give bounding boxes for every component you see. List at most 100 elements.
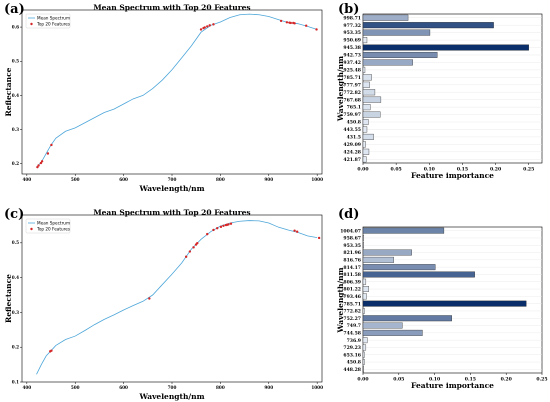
- legend-box-a: [25, 13, 71, 29]
- importance-bar-d: [362, 256, 394, 263]
- importance-bar-b: [362, 104, 371, 111]
- top-feature-point-a: [50, 143, 53, 147]
- top-feature-point-c: [216, 227, 219, 230]
- top-feature-point-c: [227, 223, 230, 226]
- top-feature-point-c: [192, 246, 195, 249]
- top-feature-point-a: [285, 21, 289, 24]
- x-tick-label-c: 1000: [311, 385, 323, 390]
- x-tick-label-c: 600: [119, 385, 128, 390]
- importance-bar-b: [362, 126, 368, 133]
- importance-bar-d: [362, 278, 367, 285]
- y-tick-label-c: 0.4: [12, 275, 19, 280]
- importance-bar-d: [362, 315, 452, 322]
- importance-bar-b: [362, 81, 370, 88]
- top-feature-point-c: [212, 228, 215, 232]
- top-feature-point-a: [203, 26, 206, 29]
- x-tick-label-a: 700: [168, 177, 177, 182]
- x-tick-label-a: 500: [71, 177, 80, 182]
- importance-bar-d: [362, 264, 436, 271]
- y-tick-label-a: 0.5: [12, 59, 19, 64]
- chart-title-c: Mean Spectrum with Top 20 Features: [93, 208, 250, 217]
- bar-category-label-b: 777.97: [343, 82, 361, 88]
- top-feature-point-c: [148, 297, 151, 300]
- bar-category-label-b: 925.48: [343, 67, 361, 73]
- top-feature-point-c: [206, 232, 209, 236]
- bar-category-label-b: 759.97: [343, 112, 361, 118]
- importance-bar-b: [362, 66, 366, 73]
- top-feature-point-a: [46, 152, 50, 155]
- bar-category-label-b: 772.82: [343, 90, 361, 96]
- importance-bar-b: [362, 89, 376, 96]
- bar-category-label-d: 814.17: [343, 265, 361, 271]
- bar-x-tick-label-b: 0.00: [357, 167, 368, 173]
- top-feature-point-a: [208, 24, 211, 27]
- bar-x-axis-label-b: Feature importance: [411, 171, 494, 180]
- importance-bar-d: [362, 308, 365, 314]
- importance-bar-d: [362, 293, 367, 300]
- bar-x-tick-label-d: 0.15: [465, 377, 476, 383]
- bar-category-label-d: 816.76: [343, 257, 361, 263]
- top-feature-point-a: [315, 28, 318, 31]
- x-tick-label-a: 800: [216, 177, 225, 182]
- bar-x-tick-label-b: 0.20: [490, 167, 501, 173]
- bar-category-label-b: 429.09: [343, 142, 361, 148]
- importance-bar-b: [362, 111, 381, 118]
- bar-category-label-d: 744.58: [343, 330, 361, 336]
- x-tick-label-a: 400: [22, 177, 31, 182]
- panel-label-b: (b): [338, 2, 360, 17]
- bar-category-label-b: 998.71: [343, 15, 361, 21]
- bar-category-label-b: 767.68: [343, 97, 361, 103]
- importance-bar-d: [362, 337, 368, 344]
- importance-bar-b: [362, 141, 366, 148]
- importance-bar-b: [362, 156, 367, 163]
- bar-category-label-d: 752.27: [343, 316, 361, 322]
- chart-title-a: Mean Spectrum with Top 20 Features: [93, 3, 250, 12]
- bar-frame-b: [362, 13, 543, 164]
- importance-bar-d: [362, 242, 364, 249]
- x-tick-label-a: 600: [119, 177, 128, 182]
- bar-category-label-b: 937.42: [343, 60, 361, 66]
- y-axis-label-a: Reflectance: [4, 67, 13, 116]
- bar-category-label-b: 424.28: [343, 149, 361, 155]
- top-feature-point-a: [279, 19, 283, 23]
- bar-x-axis-label-d: Feature importance: [411, 381, 494, 390]
- importance-bar-d: [362, 366, 364, 373]
- bar-category-label-d: 450.8: [347, 360, 361, 366]
- bar-category-label-d: 811.58: [343, 272, 361, 278]
- legend-label-top-c: Top 20 Features: [36, 226, 70, 231]
- top-feature-point-c: [184, 255, 188, 258]
- bar-category-label-d: 749.7: [347, 323, 361, 329]
- top-feature-point-c: [229, 222, 233, 225]
- bar-frame-d: [362, 226, 543, 374]
- y-tick-label-a: 0.6: [12, 24, 19, 29]
- y-tick-label-c: 0.3: [12, 310, 19, 315]
- top-feature-point-c: [222, 224, 225, 227]
- top-feature-point-c: [50, 349, 53, 352]
- y-tick-label-a: 0.4: [12, 93, 19, 98]
- bar-category-label-b: 942.73: [343, 53, 361, 59]
- importance-bar-d: [362, 344, 367, 351]
- legend-label-top-a: Top 20 Features: [36, 21, 70, 26]
- mean-spectrum-line-c: [36, 220, 318, 375]
- y-tick-label-a: 0.2: [12, 161, 19, 166]
- importance-bar-d: [362, 322, 403, 329]
- bar-category-label-b: 421.87: [343, 157, 361, 163]
- importance-bar-b: [362, 59, 413, 66]
- importance-bar-b: [362, 22, 494, 29]
- x-tick-label-c: 700: [168, 385, 177, 390]
- top-feature-point-c: [196, 241, 199, 245]
- panel-label-c: (c): [4, 207, 25, 222]
- plot-frame-c: [21, 214, 323, 383]
- y-axis-label-c: Reflectance: [4, 274, 13, 323]
- x-tick-label-a: 1000: [311, 177, 323, 182]
- x-tick-label-a: 900: [264, 177, 273, 182]
- bar-x-tick-label-d: 0.20: [501, 377, 512, 383]
- bar-x-tick-label-d: 0.25: [536, 377, 547, 383]
- y-tick-label-a: 0.3: [12, 127, 19, 132]
- top-feature-point-a: [36, 165, 39, 169]
- importance-bar-d: [362, 300, 527, 307]
- bar-category-label-d: 785.71: [343, 301, 361, 307]
- importance-bar-d: [362, 227, 445, 234]
- importance-bar-b: [362, 14, 409, 21]
